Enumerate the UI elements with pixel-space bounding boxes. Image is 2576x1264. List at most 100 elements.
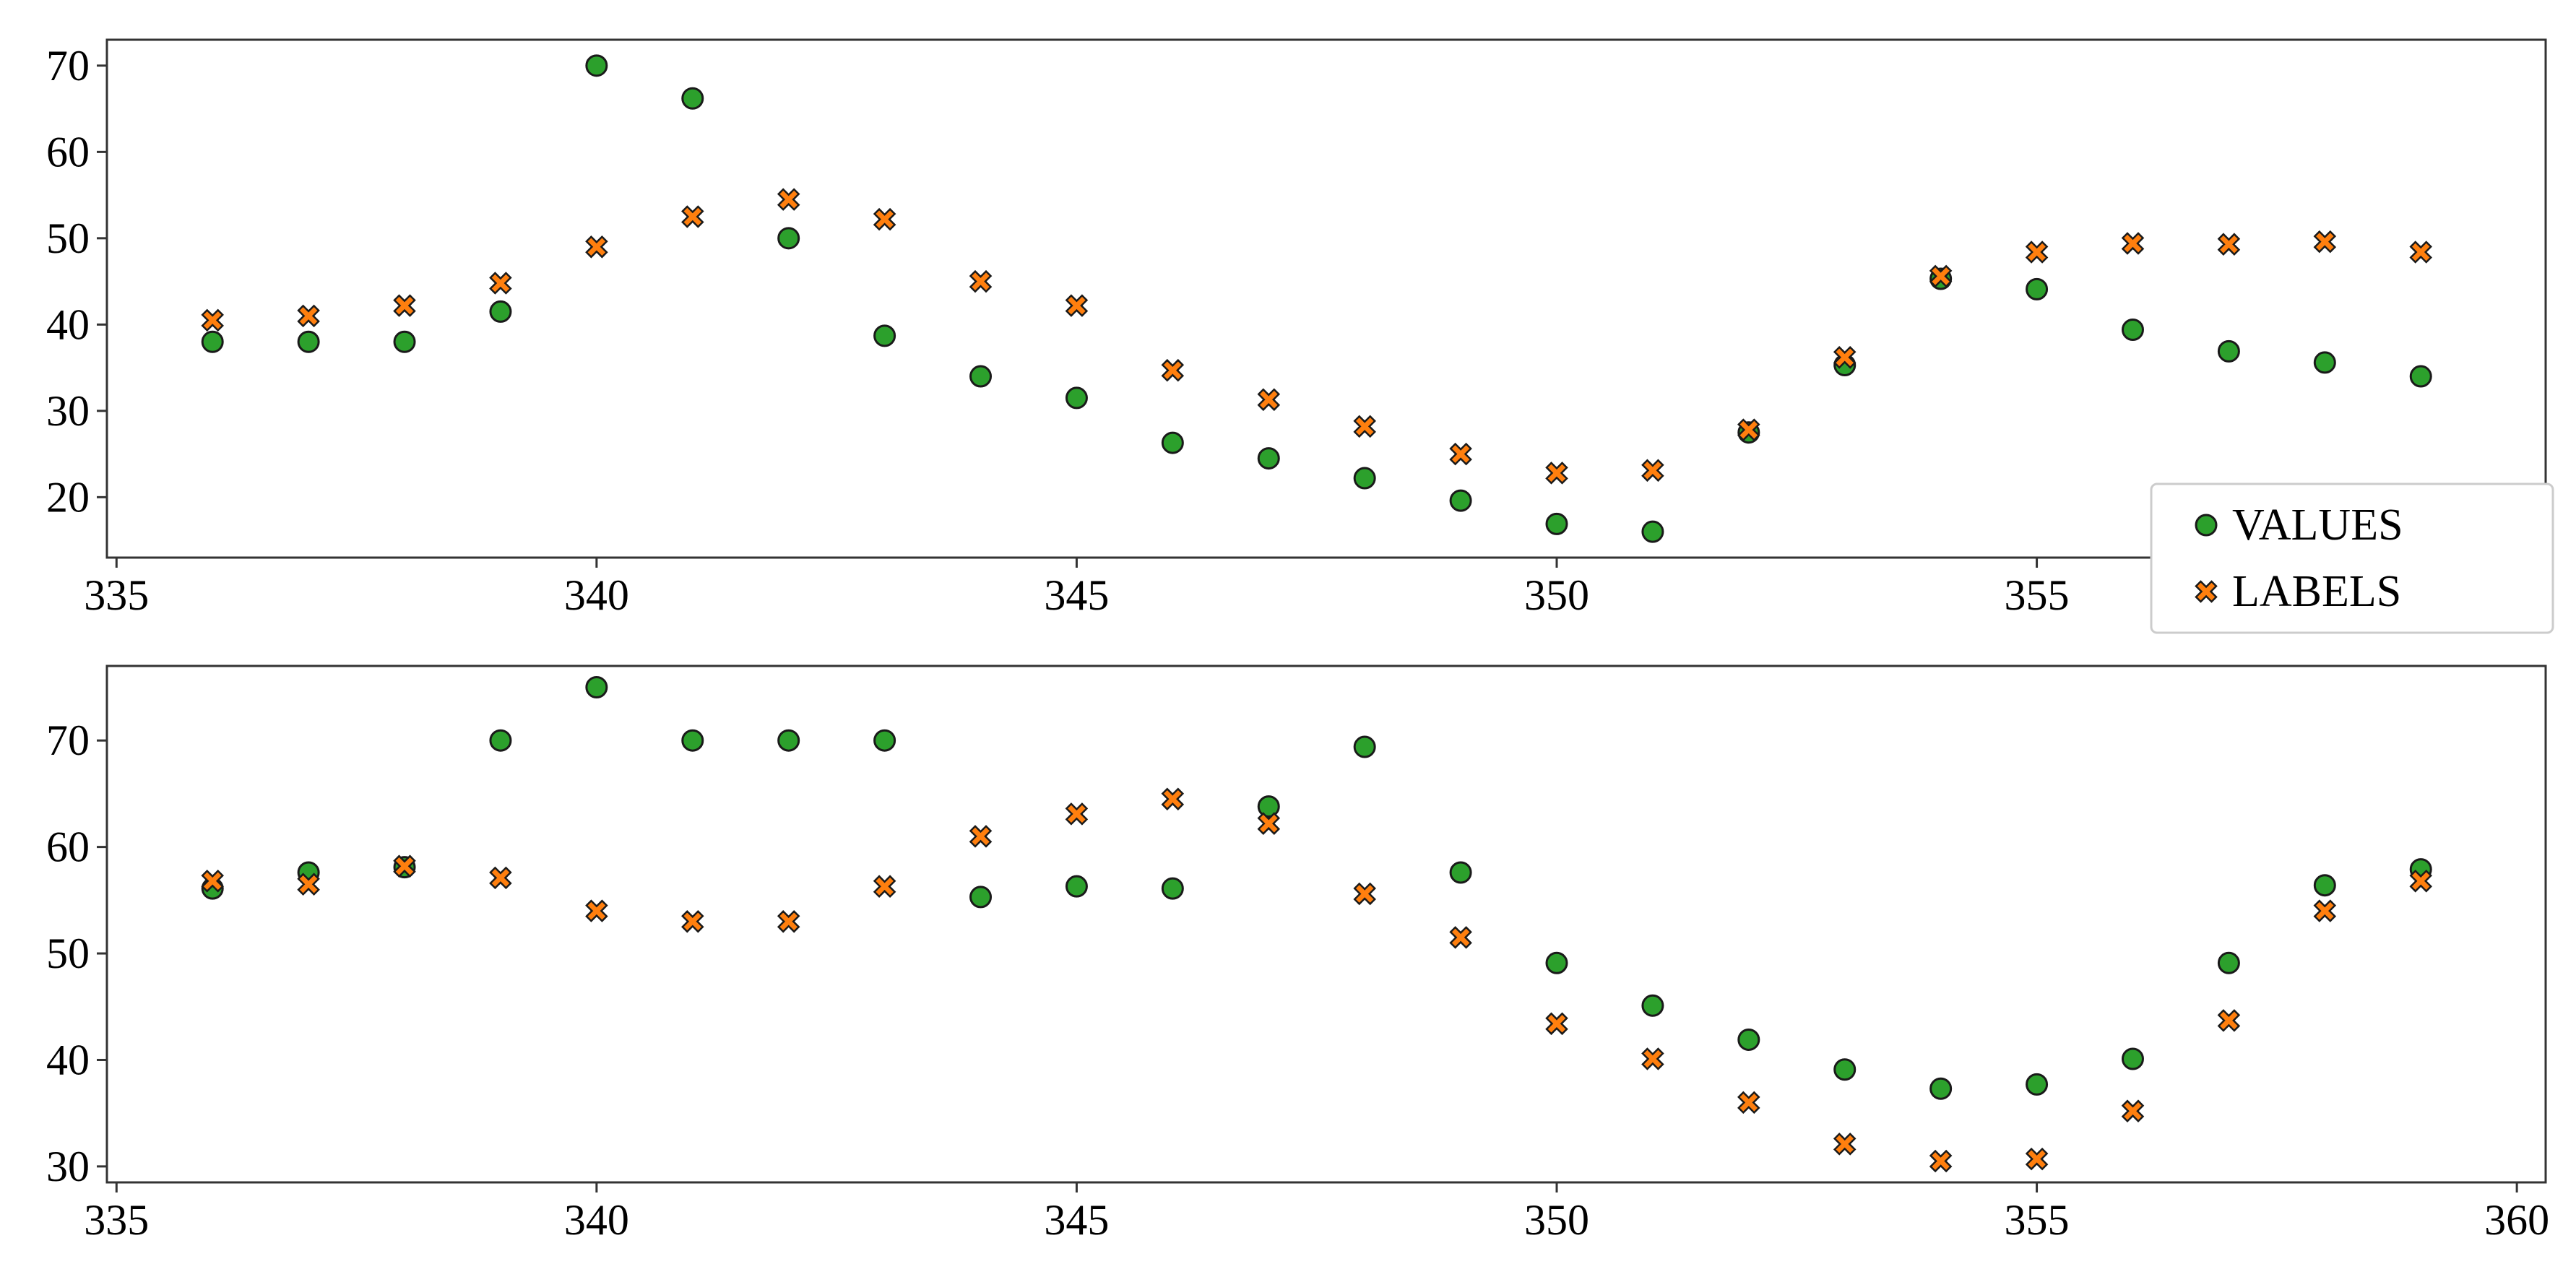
values-point xyxy=(873,324,896,347)
values-point xyxy=(1161,431,1184,454)
labels-point xyxy=(1929,1149,1953,1173)
legend-labels-marker xyxy=(2195,580,2218,603)
values-point xyxy=(2313,874,2336,897)
legend-box xyxy=(2150,482,2554,634)
labels-point xyxy=(2121,232,2145,255)
values-point xyxy=(681,87,704,110)
values-point xyxy=(969,365,993,388)
labels-point xyxy=(1833,1133,1857,1156)
labels-point xyxy=(1161,787,1185,811)
values-point xyxy=(1545,512,1568,535)
labels-point xyxy=(201,308,224,332)
plot-frame xyxy=(105,38,2547,559)
y-tick-label: 70 xyxy=(46,42,90,90)
labels-point xyxy=(777,188,800,211)
labels-point xyxy=(1065,294,1089,317)
x-tick-label: 345 xyxy=(1044,571,1109,619)
labels-point xyxy=(777,910,800,933)
values-point xyxy=(1929,1077,1953,1100)
values-point xyxy=(1065,386,1088,410)
y-tick-label: 60 xyxy=(46,128,90,176)
values-point xyxy=(1449,489,1472,512)
values-point xyxy=(2026,1073,2049,1096)
values-point xyxy=(1257,447,1280,470)
y-tick-label: 40 xyxy=(46,1036,90,1083)
labels-point xyxy=(1641,459,1664,482)
values-point xyxy=(489,729,512,752)
values-point xyxy=(489,300,512,323)
labels-point xyxy=(2217,233,2241,256)
series-values xyxy=(201,675,2432,1100)
x-tick-label: 340 xyxy=(564,571,629,619)
values-point xyxy=(1257,795,1280,818)
values-point xyxy=(2217,951,2240,974)
y-tick-label: 50 xyxy=(46,215,90,262)
x-tick-label: 350 xyxy=(1524,1196,1589,1244)
y-tick-label: 20 xyxy=(46,473,90,521)
values-point xyxy=(1065,875,1088,898)
labels-point xyxy=(297,304,320,328)
values-point xyxy=(1545,951,1568,974)
labels-point xyxy=(2313,230,2337,254)
y-tick-label: 30 xyxy=(46,387,90,435)
values-point xyxy=(969,886,993,909)
values-point xyxy=(1833,1058,1857,1081)
y-tick-label: 30 xyxy=(46,1143,90,1190)
labels-point xyxy=(1449,442,1472,466)
labels-point xyxy=(1641,1047,1664,1070)
values-point xyxy=(2217,339,2240,363)
labels-point xyxy=(1737,1091,1760,1114)
labels-point xyxy=(585,899,608,922)
labels-point xyxy=(1545,1012,1568,1036)
labels-point xyxy=(297,873,320,896)
values-point xyxy=(1353,735,1376,758)
values-point xyxy=(1641,994,1664,1017)
scatter-panel-1: 335 340 345 350 355 20 30 40 50 60 70 xyxy=(46,38,2547,619)
labels-point xyxy=(393,854,416,878)
values-point xyxy=(297,330,320,353)
x-tick-label: 360 xyxy=(2484,1196,2549,1244)
labels-point xyxy=(1929,264,1953,288)
labels-point xyxy=(1545,462,1568,485)
labels-point xyxy=(1353,882,1376,906)
labels-point xyxy=(585,235,608,259)
x-tick-label: 355 xyxy=(2005,1196,2070,1244)
values-point xyxy=(1353,467,1376,490)
labels-point xyxy=(1833,346,1857,369)
x-tick-label: 350 xyxy=(1524,571,1589,619)
plot-frame xyxy=(105,665,2547,1184)
labels-point xyxy=(2121,1099,2145,1122)
series-labels xyxy=(201,787,2432,1173)
labels-point xyxy=(2217,1009,2241,1032)
labels-point xyxy=(2409,870,2432,893)
labels-point xyxy=(489,272,512,295)
labels-point xyxy=(2409,241,2432,264)
values-point xyxy=(873,729,896,752)
x-tick-label: 335 xyxy=(84,1196,149,1244)
labels-point xyxy=(969,269,993,293)
values-point xyxy=(2121,1047,2144,1070)
values-point xyxy=(2409,365,2432,388)
values-point xyxy=(1449,861,1472,884)
values-point xyxy=(681,729,704,752)
labels-point xyxy=(2025,1147,2049,1171)
legend: VALUES LABELS xyxy=(2150,482,2554,634)
values-point xyxy=(777,729,800,752)
labels-point xyxy=(681,205,704,228)
legend-label-values: VALUES xyxy=(2232,501,2403,550)
labels-point xyxy=(393,294,416,317)
labels-point xyxy=(1257,812,1281,835)
y-tick-label: 50 xyxy=(46,930,90,977)
labels-point xyxy=(969,825,993,848)
x-tick-label: 345 xyxy=(1044,1196,1109,1244)
labels-point xyxy=(2313,899,2337,922)
labels-point xyxy=(873,207,896,231)
y-tick-label: 60 xyxy=(46,823,90,871)
labels-point xyxy=(681,910,704,933)
legend-values-marker xyxy=(2195,514,2218,537)
values-point xyxy=(585,675,608,698)
labels-point xyxy=(1353,415,1376,438)
labels-point xyxy=(201,870,224,893)
labels-point xyxy=(1065,802,1089,826)
